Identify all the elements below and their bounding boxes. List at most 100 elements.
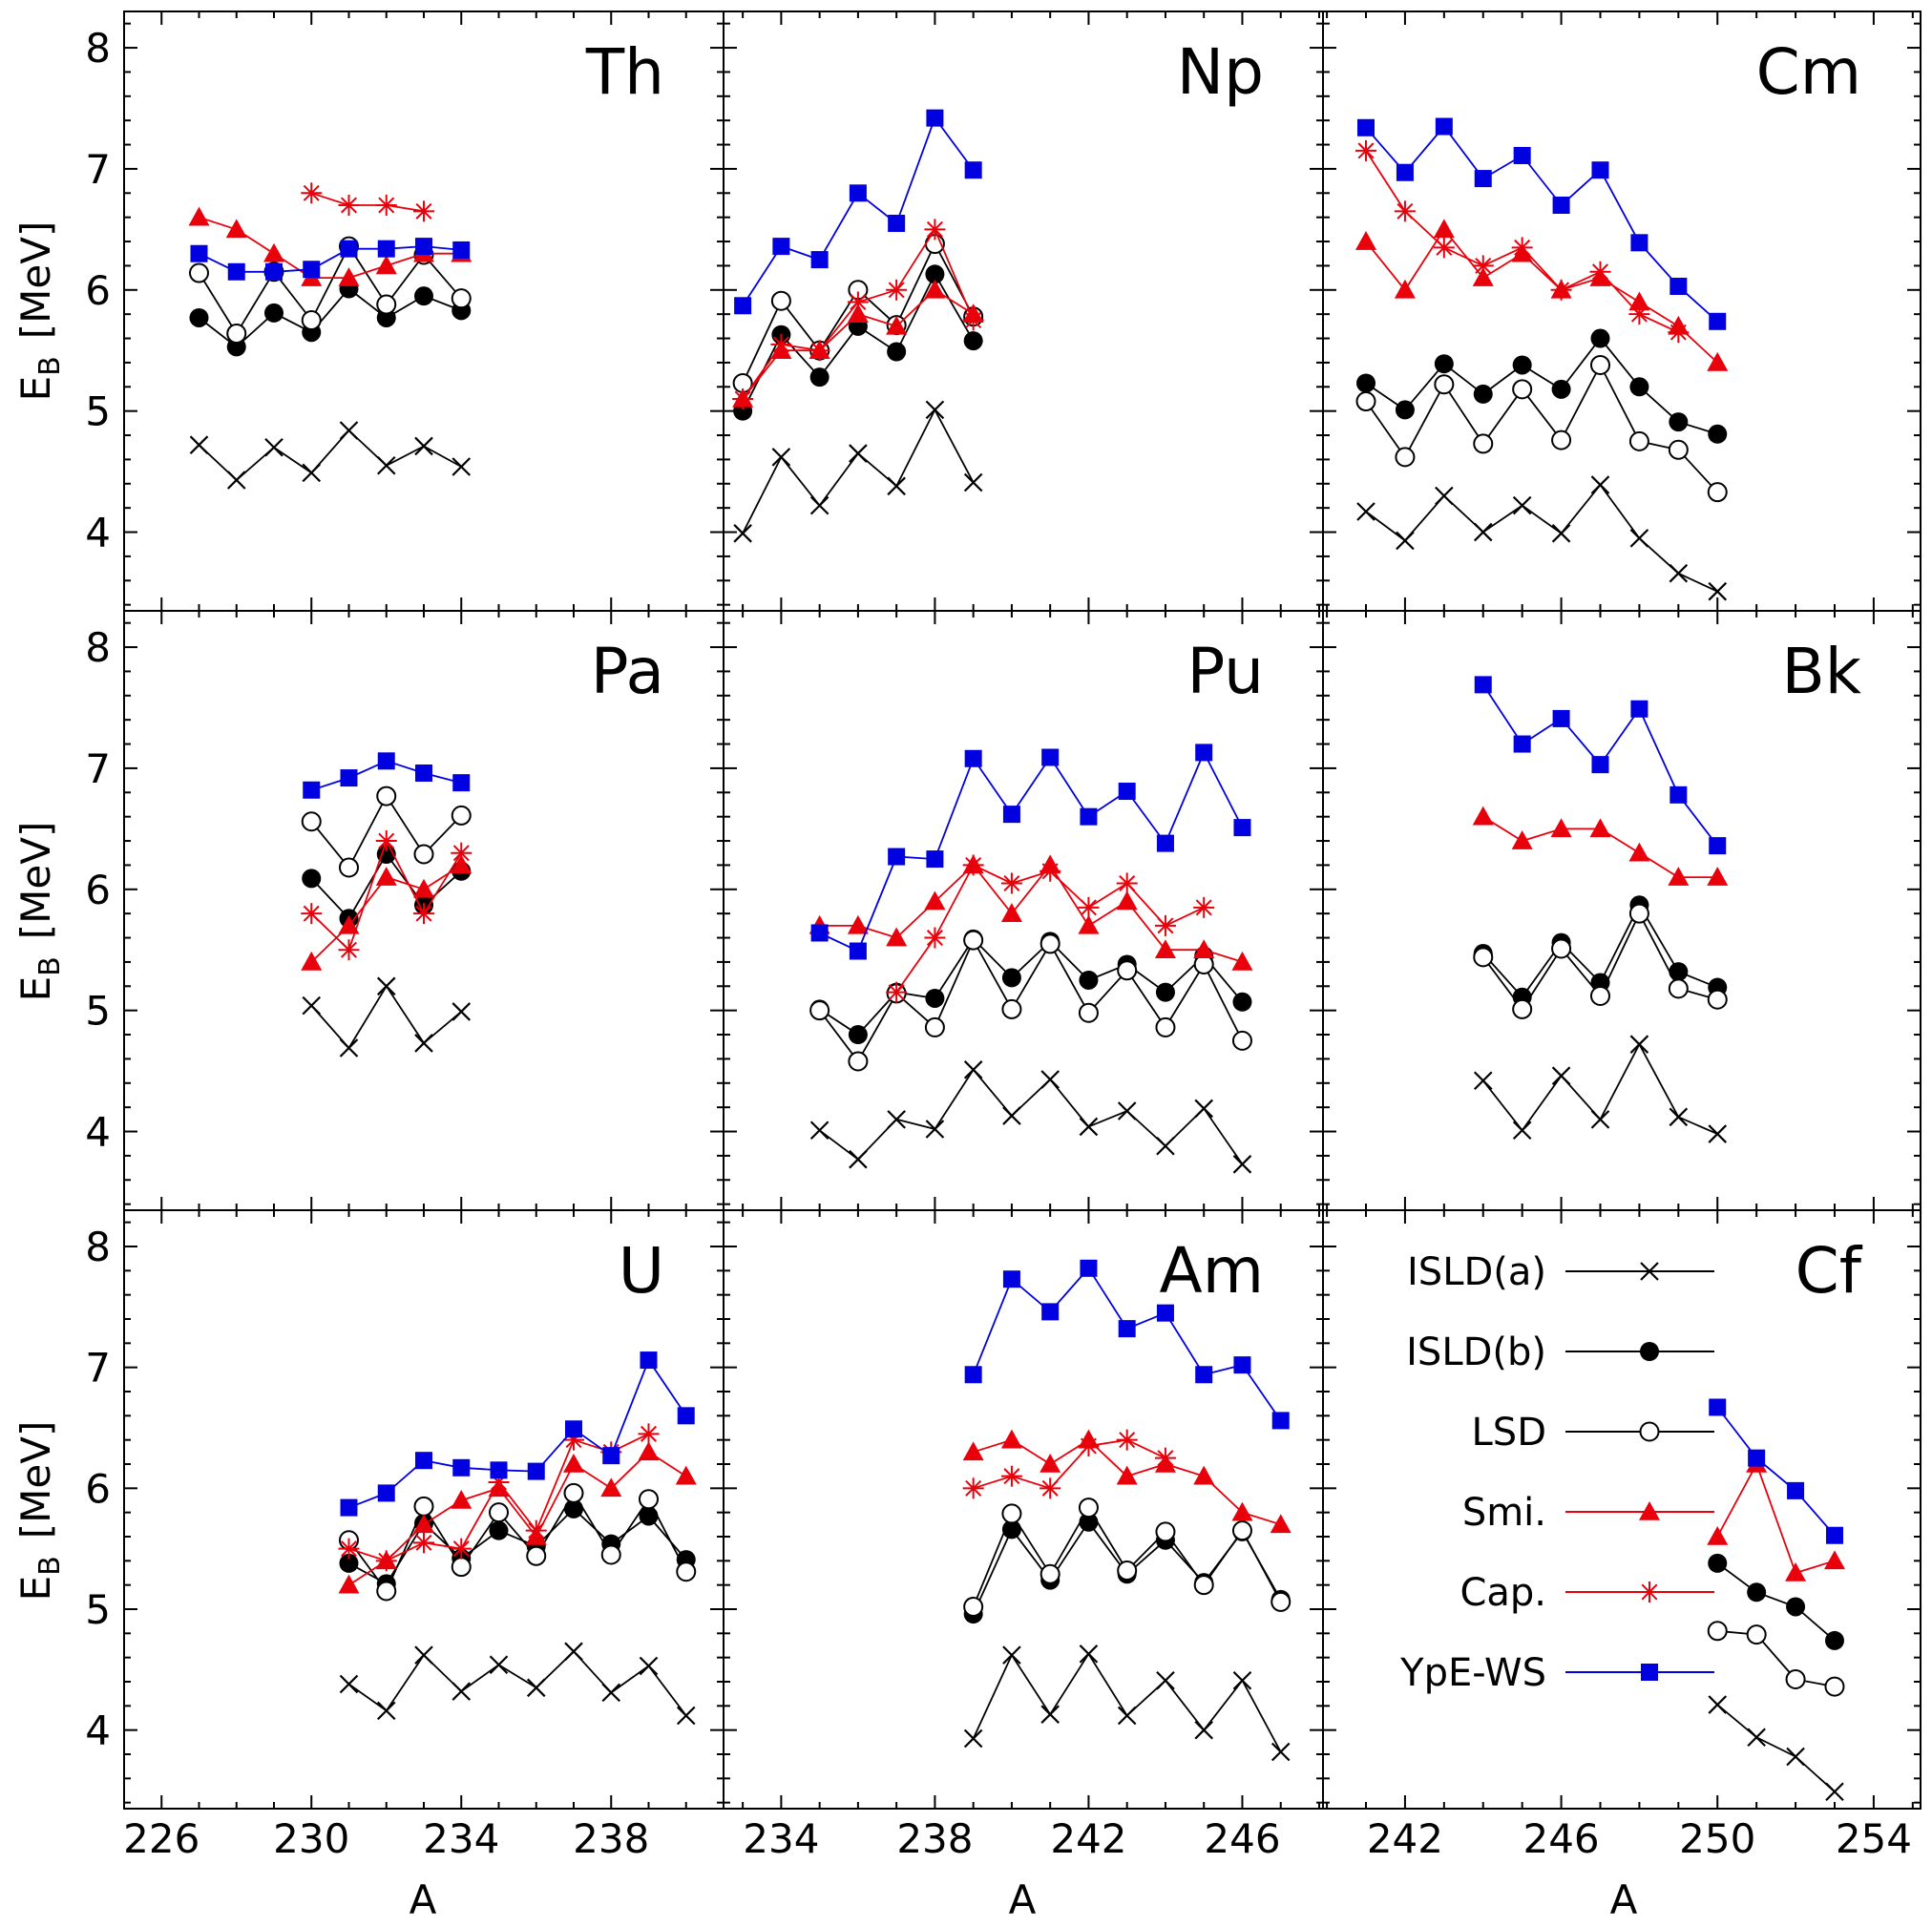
series-isld_a (963, 1644, 1291, 1762)
data-point (1394, 200, 1416, 222)
data-point (375, 255, 397, 275)
data-point (925, 400, 945, 420)
legend-label: LSD (1472, 1411, 1546, 1455)
data-point (188, 206, 210, 226)
data-point (1116, 1429, 1138, 1451)
x-tick-label: 242 (1367, 1815, 1443, 1862)
data-point (414, 1034, 433, 1053)
data-point (338, 939, 360, 961)
data-point (962, 854, 984, 876)
data-point (847, 914, 869, 934)
series-lsd (1355, 354, 1728, 503)
data-point (1078, 1002, 1099, 1023)
data-point (809, 1000, 830, 1021)
y-axis-label-row-1: EB [MeV] (12, 221, 67, 402)
data-point (638, 1423, 660, 1445)
data-point (924, 279, 946, 299)
series-isld_a (1356, 475, 1728, 601)
data-point (1156, 1304, 1174, 1322)
data-point (1707, 989, 1728, 1010)
data-point (376, 976, 396, 996)
data-point (1002, 1106, 1021, 1125)
data-point (1001, 998, 1022, 1019)
data-point (926, 850, 944, 869)
data-point (1707, 482, 1728, 503)
data-point (638, 1441, 660, 1461)
data-point (1669, 1107, 1689, 1127)
data-point (376, 785, 397, 806)
legend-marker (1639, 1421, 1660, 1442)
series-smi (338, 1441, 697, 1594)
data-point (338, 194, 360, 216)
data-point (964, 1366, 982, 1384)
series-isld_a (302, 976, 472, 1058)
data-point (1551, 379, 1571, 399)
data-point (303, 261, 321, 279)
data-point (1746, 1624, 1767, 1645)
data-point (1473, 947, 1494, 968)
panel-title: Pu (1187, 635, 1264, 708)
data-point (810, 251, 829, 269)
series-line (972, 1652, 1282, 1752)
data-point (1194, 1099, 1213, 1119)
data-point (1270, 1591, 1292, 1612)
data-point (1630, 234, 1648, 252)
data-point (451, 1538, 472, 1560)
data-point (563, 1454, 584, 1473)
y-axis-label-row-2: EB [MeV] (12, 822, 67, 1002)
series-lsd (1473, 903, 1728, 1019)
data-point (451, 1490, 472, 1509)
data-point (1194, 1720, 1213, 1740)
series-ypews (1357, 117, 1727, 330)
x-tick-label: 238 (573, 1815, 649, 1862)
y-label-subscript: B (33, 956, 67, 976)
data-point (1231, 1030, 1252, 1051)
data-point (1709, 1398, 1727, 1416)
data-point (1195, 1366, 1213, 1384)
data-point (924, 890, 946, 911)
data-point (1079, 1117, 1099, 1137)
data-point (1193, 1465, 1215, 1485)
data-point (1156, 1670, 1175, 1690)
data-point (1116, 890, 1138, 911)
svg-text:EB[MeV]: EB [MeV] (12, 822, 67, 1002)
y-label-e: E (12, 376, 59, 402)
data-point (1669, 563, 1689, 583)
x-tick-label: 246 (1204, 1815, 1280, 1862)
data-point (1512, 998, 1533, 1019)
data-point (887, 1110, 906, 1129)
y-tick-label: 6 (85, 867, 111, 913)
data-point (264, 303, 284, 323)
legend-marker (1640, 1342, 1659, 1361)
data-point (1433, 237, 1455, 259)
data-point (1271, 1412, 1290, 1430)
data-point (489, 1655, 509, 1675)
data-point (1628, 291, 1650, 311)
data-point (926, 109, 944, 127)
series-isld_b (302, 845, 472, 929)
panel-cm: Cm (1322, 10, 1922, 612)
data-point (962, 1441, 984, 1461)
data-point (886, 279, 908, 301)
data-point (1668, 322, 1690, 344)
data-point (733, 524, 752, 543)
series-lsd (1707, 1621, 1845, 1697)
series-line (347, 1491, 687, 1593)
data-point (1079, 1644, 1099, 1664)
data-point (1193, 896, 1215, 918)
y-tick-label: 6 (85, 1465, 111, 1512)
data-point (639, 1506, 659, 1526)
data-point (809, 495, 830, 515)
data-point (490, 1461, 508, 1479)
data-point (451, 805, 472, 826)
data-point (1435, 486, 1454, 506)
legend-marker (1640, 1262, 1659, 1281)
series-cap (962, 1429, 1176, 1499)
data-point (1707, 1526, 1729, 1545)
data-point (1628, 304, 1650, 325)
data-point (1512, 355, 1532, 375)
series-ypews (1474, 676, 1727, 855)
data-point (1785, 1668, 1806, 1689)
data-point (1707, 867, 1729, 886)
data-point (1589, 985, 1610, 1006)
